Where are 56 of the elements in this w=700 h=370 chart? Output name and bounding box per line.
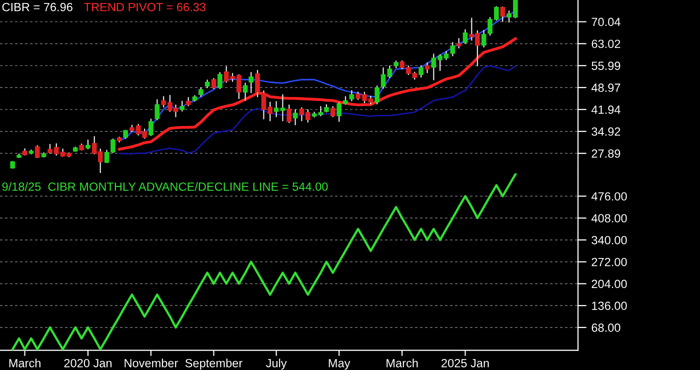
candlestick [456, 38, 462, 49]
y-tick-label: 408.00 [591, 214, 627, 222]
candlestick [255, 69, 260, 98]
candlestick [387, 65, 392, 79]
candlestick [248, 72, 254, 94]
y-tick-label: 27.89 [592, 149, 620, 158]
y-tick-label: 48.97 [591, 84, 620, 92]
candlestick [180, 100, 185, 112]
y-tick-label: 272.00 [592, 258, 627, 266]
candlestick [318, 106, 324, 117]
candlestick [274, 100, 279, 118]
line-series [118, 37, 517, 151]
candlestick [286, 104, 292, 124]
x-tick-label: 2025 Jan [442, 358, 489, 368]
candlestick [218, 72, 222, 90]
candlestick [481, 29, 486, 48]
candlestick [330, 106, 336, 118]
y-tick-label: 204.00 [592, 280, 627, 288]
candlestick [424, 62, 430, 74]
y-tick-label: 55.99 [592, 62, 620, 70]
candlestick [148, 118, 154, 136]
x-tick-label: November [124, 358, 178, 368]
y-tick-label: 41.94 [591, 106, 620, 114]
y-tick-label: 340.00 [592, 236, 627, 244]
x-tick-label: September [185, 358, 242, 370]
y-tick-label: 63.02 [592, 40, 620, 48]
annotation: 9/18/25 CIBR MONTHLY ADVANCE/DECLINE LINE = 544.00 [2, 182, 328, 191]
candlestick [374, 85, 380, 105]
candlestick [349, 90, 354, 102]
candlestick [86, 139, 90, 150]
candlestick [292, 108, 298, 126]
candlestick [418, 65, 424, 78]
candlestick [280, 94, 286, 122]
x-tick-label: March [9, 358, 40, 368]
candlestick [242, 82, 248, 102]
candlestick [450, 42, 456, 57]
y-tick-label: 68.00 [592, 324, 620, 332]
x-tick-label: 2020 Jan [64, 358, 112, 368]
candlestick [186, 96, 191, 107]
candlestick [34, 144, 40, 159]
annotation: TREND PIVOT = 66.33 [84, 2, 206, 12]
candlestick [380, 66, 386, 90]
candlestick [462, 28, 468, 45]
candlestick [211, 78, 216, 90]
y-tick-label: 136.00 [592, 302, 627, 310]
candlestick [500, 6, 506, 22]
y-tick-label: 70.04 [592, 18, 620, 26]
y-tick-label: 34.92 [592, 127, 620, 136]
x-tick-label: March [386, 358, 418, 368]
annotation: CIBR = 76.96 [2, 2, 72, 12]
y-tick-label: 476.00 [591, 192, 627, 201]
x-tick-label: May [328, 359, 350, 370]
candlestick [154, 98, 160, 121]
line-series [118, 65, 516, 154]
x-tick-label: July [266, 358, 287, 370]
candlestick [198, 86, 204, 98]
